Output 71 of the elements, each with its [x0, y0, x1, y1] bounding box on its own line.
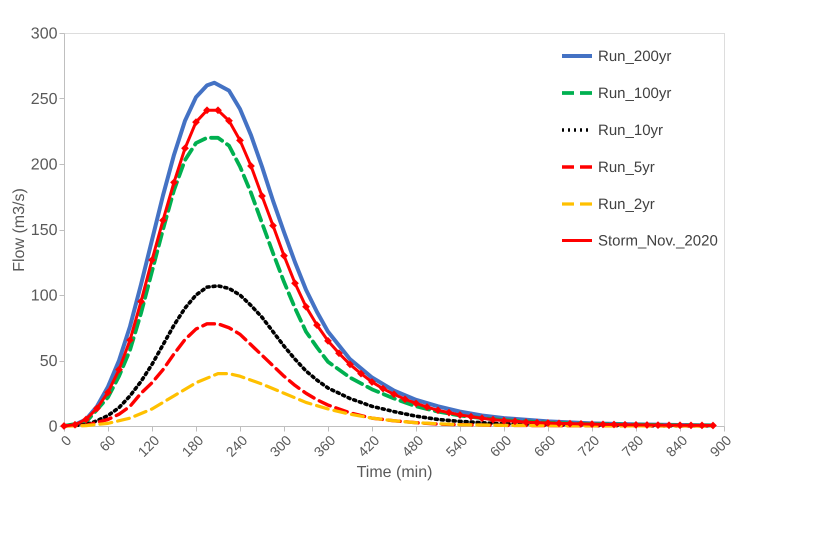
y-tick-label: 200: [30, 156, 58, 174]
x-tick-label: 780: [618, 432, 647, 460]
point: [181, 144, 189, 152]
y-axis-title: Flow (m3/s): [10, 188, 28, 272]
x-tick-label: 720: [574, 432, 603, 460]
point: [280, 252, 288, 260]
x-tick-label: 480: [398, 432, 427, 460]
point: [258, 192, 266, 200]
point: [82, 416, 90, 424]
y-tick-label: 0: [48, 418, 58, 436]
point: [302, 302, 310, 311]
point: [379, 384, 387, 393]
point: [434, 406, 442, 414]
y-tick-label: 150: [30, 222, 58, 239]
x-tick-label: 300: [266, 432, 295, 460]
point: [126, 336, 134, 344]
point: [137, 298, 145, 306]
legend-label: Run_5yr: [598, 159, 655, 176]
legend-label: Run_2yr: [598, 196, 655, 213]
point: [335, 349, 343, 358]
x-tick-label: 120: [134, 432, 163, 460]
point: [291, 279, 299, 288]
point: [115, 366, 123, 374]
point: [192, 118, 200, 126]
point: [423, 403, 431, 411]
point: [313, 321, 321, 330]
point: [467, 412, 475, 420]
point: [247, 162, 255, 170]
legend-label: Run_100yr: [598, 85, 672, 102]
x-tick-label: 900: [706, 432, 735, 460]
point: [324, 336, 332, 345]
legend-label: Run_10yr: [598, 122, 664, 139]
point: [104, 388, 112, 396]
point: [170, 178, 178, 186]
legend-label: Storm_Nov._2020: [598, 232, 718, 250]
y-tick-label: 50: [40, 353, 58, 370]
x-axis-title: Time (min): [356, 464, 432, 481]
point: [456, 411, 464, 419]
point: [390, 390, 398, 398]
point: [159, 216, 167, 224]
point: [269, 222, 277, 230]
x-tick-label: 540: [442, 432, 471, 460]
y-tick-label: 300: [30, 26, 58, 42]
x-tick-label: 420: [354, 432, 383, 460]
point: [346, 360, 354, 368]
point: [401, 395, 409, 404]
point: [500, 416, 508, 424]
point: [368, 378, 376, 386]
y-tick-label: 250: [30, 91, 58, 108]
point: [93, 404, 101, 412]
x-tick-label: 660: [530, 432, 559, 460]
x-tick-label: 360: [310, 432, 339, 460]
legend-label: Run_200yr: [598, 48, 672, 65]
x-tick-label: 0: [58, 432, 75, 449]
point: [489, 416, 497, 424]
point: [412, 399, 420, 408]
point: [148, 256, 156, 264]
point: [71, 420, 79, 429]
point: [478, 414, 486, 422]
x-tick-label: 180: [178, 432, 207, 460]
x-tick-label: 840: [662, 432, 691, 460]
point: [357, 370, 365, 378]
point: [225, 116, 233, 125]
y-tick-label: 100: [30, 288, 58, 304]
point: [445, 408, 453, 417]
point: [544, 419, 552, 427]
x-tick-label: 240: [222, 432, 251, 460]
point: [236, 136, 244, 144]
point: [522, 418, 530, 426]
x-tick-label: 60: [96, 432, 119, 454]
x-tick-label: 600: [486, 432, 515, 460]
